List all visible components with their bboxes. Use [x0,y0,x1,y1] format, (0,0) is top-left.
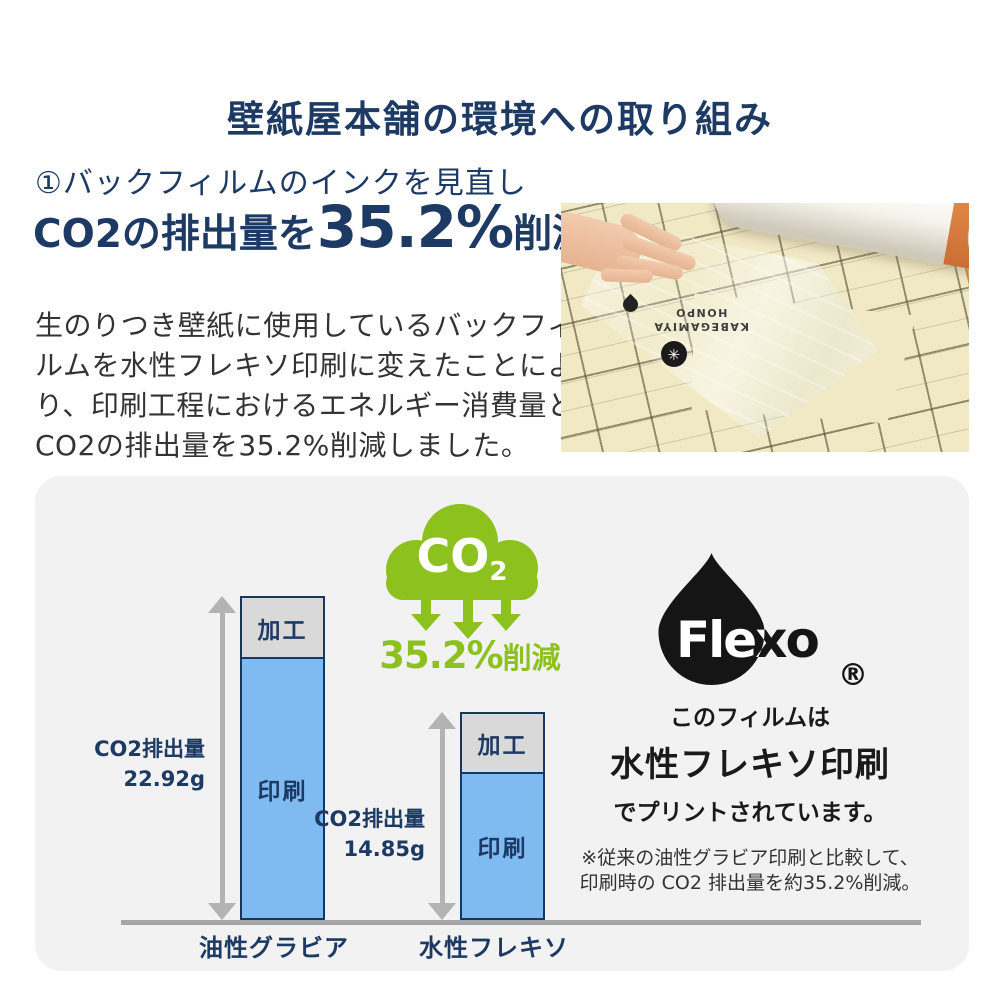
segment-label: 加工 [257,617,308,644]
flexo-line-3: でプリントされています。 [613,800,887,826]
flexo-description: このフィルムは 水性フレキソ印刷 でプリントされています。 ※従来の油性グラビア… [565,698,935,896]
bar-segment-printing: 印刷 [462,774,543,918]
co2-cloud-text: CO2 [417,529,508,587]
product-photo: 0 KABEGAMIYA HONPO ✳ [561,203,969,452]
co2-cloud-icon: CO2 [386,504,538,639]
flexo-line-2: 水性フレキソ印刷 [610,745,890,785]
section-heading: ①バックフィルムのインクを見直し [35,166,527,201]
arrow-shaft [439,725,445,907]
bar-water-flexo: 加工 印刷 [460,712,545,920]
intro-paragraph: 生のりつき壁紙に使用しているバックフィルムを水性フレキソ印刷に変えたことにより、… [35,309,576,462]
registered-mark: ® [838,658,868,693]
total-label-value: 14.85g [343,837,425,861]
chart-baseline [121,920,921,925]
roll-orange-band [943,203,969,269]
flexo-line-1: このフィルムは [669,705,831,731]
reduction-suffix: 削減 [502,641,561,675]
comparison-panel: CO2排出量 22.92g 加工 印刷 CO2排出量 14.85g 加工 印刷 [35,476,969,971]
segment-label: 印刷 [257,778,308,805]
hand-finger [600,268,654,284]
flexo-logo: Flexo Flexo ® [658,553,868,693]
total-height-arrow [208,596,236,920]
flexo-wordmark-overlay: Flexo [676,611,818,669]
film-brand-logo-icon: ✳ [661,341,687,367]
category-label-water-flexo: 水性フレキソ [419,934,569,962]
reduction-percent: 35.2% [379,634,503,677]
bar-segment-processing: 加工 [242,598,323,659]
total-label-caption: CO2排出量 [314,807,425,831]
flexo-droplet-icon [658,553,765,685]
bar-segment-processing: 加工 [462,714,543,774]
segment-label: 印刷 [477,836,528,862]
flexo-footnote-2: 印刷時の CO2 排出量を約35.2%削減。 [579,872,921,894]
page-title: 壁紙屋本舗の環境への取り組み [227,97,773,141]
bar-total-label: CO2排出量 22.92g [35,734,205,794]
reduction-callout: 35.2%削減 [335,634,605,677]
flexo-wordmark: Flexo [676,611,818,669]
category-label-oil-gravure: 油性グラビア [199,934,349,962]
bar-total-label: CO2排出量 14.85g [255,804,425,864]
bar-oil-gravure: 加工 印刷 [240,596,325,920]
co2-reduction-headline: CO2の排出量を 35.2% 削減 [33,193,591,261]
total-height-arrow [428,712,456,920]
flexo-footnote-1: ※従来の油性グラビア印刷と比較して、 [581,847,919,869]
co2-headline-percent: 35.2% [316,193,514,261]
arrow-shaft [219,609,225,907]
co2-headline-prefix: CO2の排出量を [33,212,317,257]
bar-segment-printing: 印刷 [242,659,323,918]
total-label-value: 22.92g [123,767,205,791]
total-label-caption: CO2排出量 [94,737,205,761]
segment-label: 加工 [477,733,528,759]
